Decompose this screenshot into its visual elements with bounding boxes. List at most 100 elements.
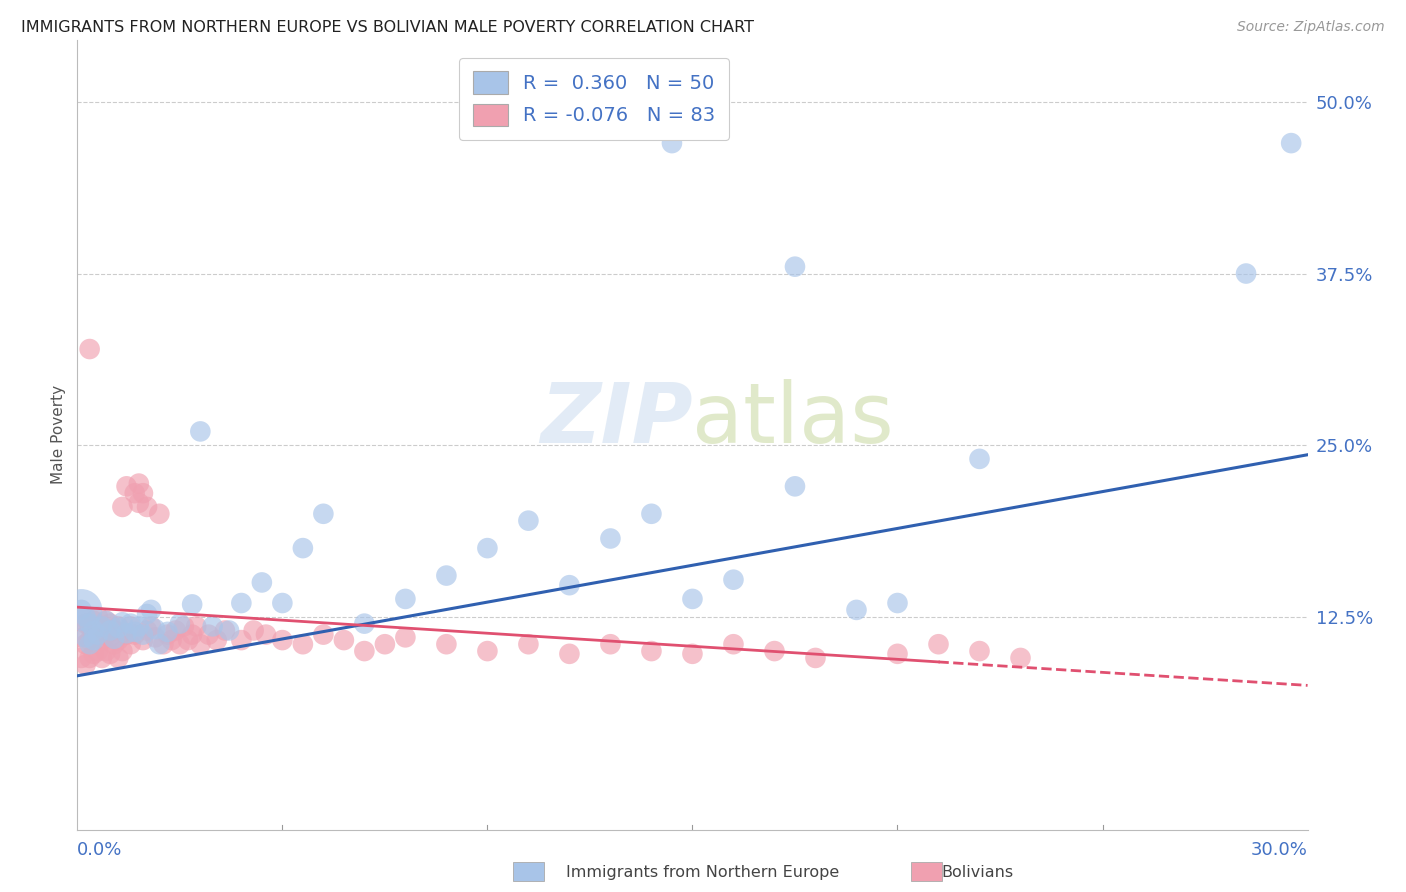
Point (136, 500, 159, 514)
Point (70, 651, 93, 665)
Point (120, 637, 142, 651)
Point (98, 624, 121, 638)
Text: 0.0%: 0.0% (77, 840, 122, 858)
Point (120, 616, 142, 631)
Point (558, 578, 581, 592)
Point (205, 633, 228, 648)
Point (188, 425, 212, 439)
Point (70, 603, 93, 617)
Point (845, 603, 868, 617)
Point (291, 541, 314, 555)
Point (107, 633, 129, 648)
Point (169, 616, 191, 631)
Point (136, 607, 159, 621)
Point (87, 627, 110, 641)
Point (132, 627, 155, 641)
Point (969, 451, 991, 466)
Point (152, 637, 174, 651)
Point (115, 626, 138, 640)
Point (661, 136, 683, 150)
Point (928, 637, 950, 651)
Point (87, 644, 110, 658)
Point (723, 637, 745, 651)
Point (115, 627, 138, 641)
Point (136, 624, 159, 638)
Text: ZIP: ZIP (540, 378, 693, 459)
Point (517, 514, 540, 528)
Point (558, 647, 581, 661)
Point (75, 616, 97, 631)
Point (90, 619, 114, 633)
Point (143, 631, 166, 645)
Point (79, 651, 101, 665)
Point (169, 637, 191, 651)
Point (124, 624, 146, 639)
Point (188, 637, 212, 651)
Point (87, 627, 110, 641)
Point (231, 596, 253, 610)
Point (143, 622, 166, 636)
Legend: R =  0.360   N = 50, R = -0.076   N = 83: R = 0.360 N = 50, R = -0.076 N = 83 (460, 58, 728, 140)
Point (148, 507, 170, 521)
Point (682, 591, 704, 606)
Point (599, 532, 621, 546)
Point (682, 647, 704, 661)
Point (83, 624, 105, 638)
Point (156, 627, 179, 641)
Point (70, 631, 93, 645)
Point (173, 619, 195, 633)
Point (87, 609, 110, 624)
Y-axis label: Male Poverty: Male Poverty (51, 385, 66, 484)
Point (201, 619, 224, 633)
Point (436, 637, 458, 651)
Point (165, 624, 187, 638)
Point (124, 486, 146, 500)
Point (103, 624, 125, 638)
Point (107, 619, 129, 633)
Point (90, 619, 114, 633)
Point (271, 633, 294, 648)
Point (148, 637, 170, 651)
Text: Immigrants from Northern Europe: Immigrants from Northern Europe (567, 865, 839, 880)
Point (1010, 651, 1032, 665)
Point (111, 615, 134, 630)
Point (94, 644, 117, 658)
Point (132, 633, 155, 648)
Point (70, 609, 93, 624)
Point (271, 596, 294, 610)
Point (107, 621, 129, 635)
Point (181, 627, 204, 641)
Point (83, 631, 105, 645)
Point (79, 633, 101, 648)
Point (98, 631, 121, 645)
Point (1279, 136, 1302, 150)
Point (75, 631, 97, 645)
Point (783, 260, 806, 274)
Point (886, 647, 908, 661)
Point (111, 500, 134, 514)
Point (103, 632, 125, 646)
Point (291, 637, 314, 651)
Point (886, 596, 908, 610)
Point (640, 644, 662, 658)
Point (436, 568, 458, 582)
Text: Bolivians: Bolivians (941, 865, 1014, 880)
Point (83, 647, 105, 661)
Point (160, 633, 183, 648)
Point (177, 633, 200, 648)
Point (115, 479, 138, 493)
Point (599, 637, 621, 651)
Point (312, 627, 335, 641)
Point (124, 627, 146, 641)
Text: 30.0%: 30.0% (1251, 840, 1308, 858)
Point (353, 616, 375, 631)
Point (98, 616, 121, 631)
Point (969, 644, 991, 658)
Point (90, 651, 114, 665)
Point (181, 598, 204, 612)
Text: Source: ZipAtlas.com: Source: ZipAtlas.com (1237, 20, 1385, 34)
Point (79, 637, 101, 651)
Point (197, 627, 219, 641)
Text: IMMIGRANTS FROM NORTHERN EUROPE VS BOLIVIAN MALE POVERTY CORRELATION CHART: IMMIGRANTS FROM NORTHERN EUROPE VS BOLIV… (21, 20, 754, 35)
Point (517, 637, 540, 651)
